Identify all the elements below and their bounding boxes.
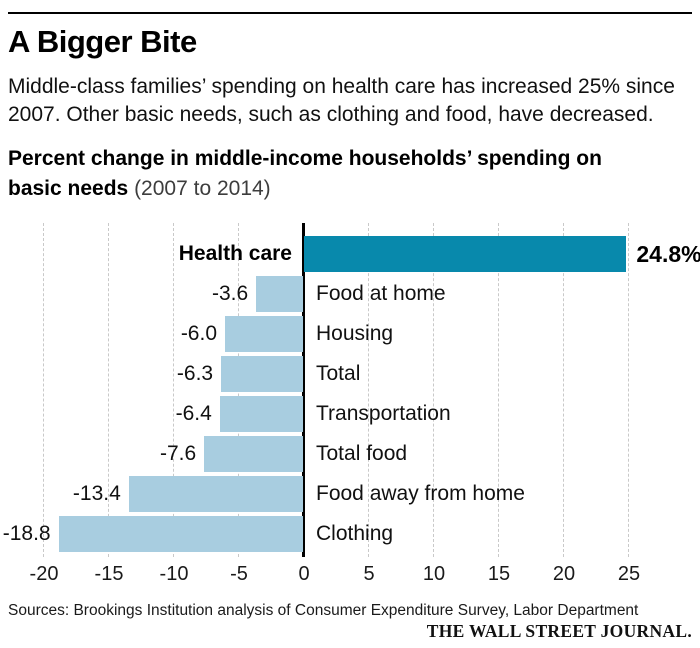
- gridline-20: [563, 223, 564, 557]
- category-label-food-at-home: Food at home: [316, 282, 446, 305]
- category-label-total: Total: [316, 362, 361, 385]
- value-label-clothing: -18.8: [2, 522, 51, 545]
- category-label-total-food: Total food: [316, 442, 408, 465]
- bar-clothing: [58, 516, 303, 552]
- chart-heading: Percent change in middle-income househol…: [8, 144, 696, 204]
- gridline--15: [108, 223, 109, 557]
- bar-food-at-home: [256, 276, 303, 312]
- gridline-5: [368, 223, 369, 557]
- subtitle: Middle-class families’ spending on healt…: [8, 73, 696, 129]
- category-label-food-away-from-home: Food away from home: [316, 482, 525, 505]
- x-axis-tick-label: -10: [159, 563, 189, 585]
- gridline-10: [433, 223, 434, 557]
- bar-food-away-from-home: [128, 476, 303, 512]
- x-axis-tick-label: -5: [230, 563, 248, 585]
- bar-total-food: [204, 436, 303, 472]
- value-label-food-away-from-home: -13.4: [72, 482, 121, 505]
- sources-line: Sources: Brookings Institution analysis …: [8, 602, 639, 619]
- category-label-health-care: Health care: [178, 242, 292, 265]
- value-label-housing: -6.0: [180, 322, 217, 345]
- category-label-transportation: Transportation: [316, 402, 451, 425]
- bar-health-care: [304, 236, 627, 272]
- chart-heading-period-note: (2007 to 2014): [128, 177, 271, 200]
- x-axis-tick-label: 5: [363, 563, 375, 585]
- x-axis-tick-label: -15: [94, 563, 124, 585]
- x-axis-tick-label: 25: [617, 563, 641, 585]
- x-axis-tick-label: -20: [29, 563, 59, 585]
- top-rule: [8, 12, 692, 14]
- gridline-25: [628, 223, 629, 557]
- value-label-total: -6.3: [176, 362, 214, 385]
- category-label-housing: Housing: [316, 322, 394, 345]
- x-axis-tick-label: 15: [487, 563, 511, 585]
- chart-heading-line-2: basic needs: [8, 177, 129, 200]
- x-axis-tick-label: 10: [422, 563, 446, 585]
- page-title: A Bigger Bite: [8, 24, 197, 59]
- value-label-total-food: -7.6: [160, 442, 197, 465]
- bar-chart: -20 -15 -10 -5 0 5 10 15 20 25 Health care 24.8% Foo…: [0, 223, 700, 593]
- bar-transportation: [219, 396, 303, 432]
- bar-housing: [225, 316, 303, 352]
- gridline-15: [498, 223, 499, 557]
- category-label-clothing: Clothing: [316, 522, 394, 545]
- value-label-transportation: -6.4: [175, 402, 212, 425]
- value-label-health-care: 24.8%: [636, 241, 700, 267]
- chart-heading-line-1: Percent change in middle-income househol…: [8, 147, 602, 170]
- bar-total: [221, 356, 303, 392]
- gridline--10: [173, 223, 174, 557]
- zero-axis-line: [302, 223, 305, 557]
- gridline--20: [43, 223, 44, 557]
- subtitle-line-1: Middle-class families’ spending on healt…: [8, 75, 675, 98]
- subtitle-line-2: 2007. Other basic needs, such as clothin…: [8, 103, 654, 126]
- x-axis-tick-label: 0: [298, 563, 310, 585]
- wsj-logotype: THE WALL STREET JOURNAL.: [426, 621, 692, 641]
- x-axis-tick-label: 20: [552, 563, 576, 585]
- value-label-food-at-home: -3.6: [212, 282, 249, 305]
